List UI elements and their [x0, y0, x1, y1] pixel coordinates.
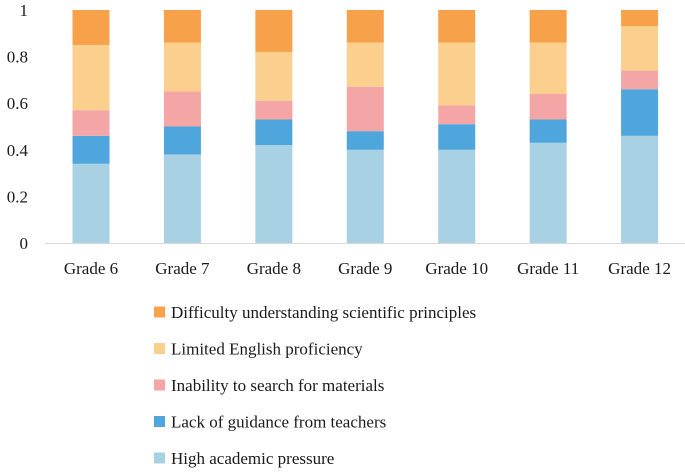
bar-segment-4-1 [72, 44, 110, 111]
legend: Difficulty understanding scientific prin… [154, 303, 476, 468]
bar-segment-3-5 [438, 105, 476, 125]
bar-segment-4-2 [163, 42, 201, 92]
legend-label: High academic pressure [171, 449, 334, 468]
bar-segment-3-7 [621, 70, 659, 90]
x-tick-label: Grade 12 [608, 259, 671, 278]
legend-swatch [154, 343, 165, 354]
bar-segment-5-5 [438, 10, 476, 43]
bar-segment-4-5 [438, 42, 476, 106]
legend-swatch [154, 379, 165, 391]
legend-item: Inability to search for materials [154, 376, 384, 395]
bar-segment-1-5 [438, 149, 476, 243]
legend-swatch [154, 306, 165, 318]
legend-item: High academic pressure [154, 449, 334, 468]
legend-swatch [154, 416, 165, 427]
bar-segment-1-6 [529, 142, 567, 243]
y-tick-label: 1 [20, 1, 29, 20]
y-tick-label: 0.6 [7, 94, 28, 113]
legend-label: Lack of guidance from teachers [171, 413, 386, 432]
y-tick-label: 0.4 [7, 141, 29, 160]
bar-segment-5-7 [621, 10, 659, 27]
bar-segment-2-7 [621, 89, 659, 136]
bar-segment-4-7 [621, 26, 659, 71]
legend-label: Difficulty understanding scientific prin… [171, 303, 476, 322]
bar-segment-2-1 [72, 135, 110, 164]
x-axis: Grade 6 Grade 7 Grade 8 Grade 9 Grade 10 Grad… [45, 243, 685, 278]
bar-segment-2-3 [255, 119, 293, 146]
legend-item: Difficulty understanding scientific prin… [154, 303, 476, 322]
bars [72, 10, 659, 243]
x-tick-label: Grade 11 [517, 259, 579, 278]
x-tick-label: Grade 10 [425, 259, 488, 278]
bar-segment-4-6 [529, 42, 567, 94]
x-tick-label: Grade 8 [247, 259, 301, 278]
legend-item: Lack of guidance from teachers [154, 413, 386, 432]
bar-segment-1-3 [255, 145, 293, 243]
bar-segment-5-6 [529, 10, 567, 43]
bar-segment-5-1 [72, 10, 110, 45]
bar-segment-1-4 [346, 149, 384, 243]
bar-segment-3-1 [72, 110, 110, 136]
bar-segment-5-4 [346, 10, 384, 43]
legend-item: Limited English proficiency [154, 340, 363, 359]
bar-segment-3-3 [255, 100, 293, 120]
bar-segment-2-4 [346, 131, 384, 150]
y-tick-label: 0.2 [7, 187, 28, 206]
x-tick-label: Grade 7 [155, 259, 210, 278]
bar-segment-5-3 [255, 10, 293, 52]
bar-segment-1-2 [163, 154, 201, 243]
bar-segment-4-4 [346, 42, 384, 87]
bar-segment-2-6 [529, 119, 567, 143]
bar-segment-5-2 [163, 10, 201, 43]
y-axis: 0 0.2 0.4 0.6 0.8 1 [7, 1, 29, 253]
bar-segment-3-2 [163, 91, 201, 127]
bar-segment-3-4 [346, 86, 384, 132]
legend-label: Limited English proficiency [171, 340, 363, 359]
bar-segment-2-5 [438, 124, 476, 150]
legend-label: Inability to search for materials [171, 376, 384, 395]
bar-segment-1-7 [621, 135, 659, 243]
x-tick-label: Grade 9 [338, 259, 392, 278]
y-tick-label: 0 [20, 234, 29, 253]
bar-segment-3-6 [529, 93, 567, 120]
y-tick-label: 0.8 [7, 48, 28, 67]
x-tick-label: Grade 6 [64, 259, 118, 278]
bar-segment-1-1 [72, 163, 110, 243]
bar-segment-2-2 [163, 126, 201, 155]
bar-segment-4-3 [255, 51, 293, 101]
legend-swatch [154, 452, 165, 464]
